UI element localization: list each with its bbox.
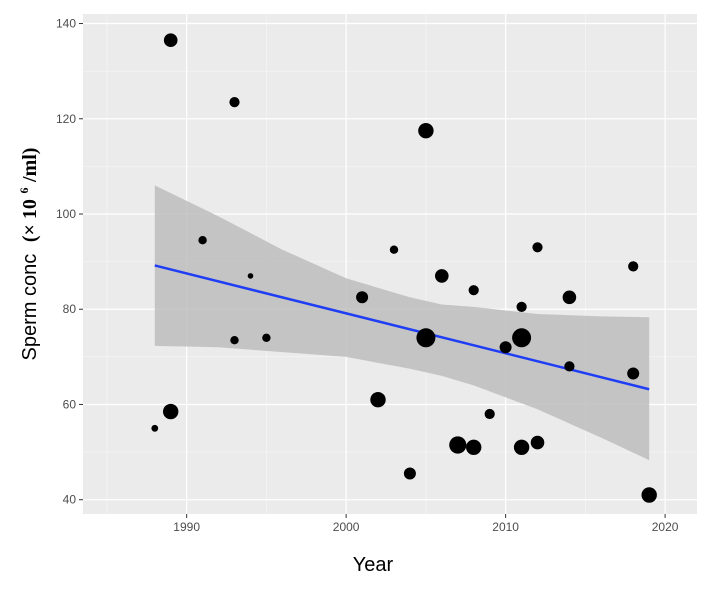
x-tick-label: 2010 [492,520,519,534]
data-point [247,273,254,279]
data-point [641,487,657,503]
data-point [418,123,434,139]
y-axis-title-exponent: 6 [17,188,31,194]
y-tick-label: 40 [63,493,77,507]
data-point [198,236,207,245]
data-point [627,367,640,380]
data-point [230,336,239,345]
y-axis-title-unit: (× 10 [19,199,41,242]
data-point [513,439,530,455]
data-point [484,408,495,420]
data-point [370,392,386,408]
y-tick-label: 120 [56,112,76,126]
data-point [389,245,399,254]
data-point [532,242,543,253]
confidence-band [154,185,650,461]
data-point [449,436,467,454]
y-tick-label: 60 [63,397,77,411]
data-point [416,328,436,348]
y-axis-title-suffix: /ml) [19,148,41,183]
data-point [163,403,179,420]
x-tick-label: 2000 [333,520,360,534]
y-tick-label: 140 [56,17,76,31]
x-axis-title: Year [353,554,394,576]
data-point [516,301,527,312]
data-point [562,290,577,305]
data-point [229,97,240,108]
data-point [403,467,416,480]
data-point [435,269,449,283]
data-point [628,261,639,272]
data-point [468,285,479,296]
data-point [151,424,159,432]
y-axis-title: Sperm conc (× 10 6 /ml) [11,148,41,361]
y-tick-label: 80 [63,302,77,316]
data-points [151,33,657,503]
data-point [530,435,545,450]
data-point [163,33,178,47]
x-axis: 1990 2000 2010 2020 [173,514,679,534]
data-point [512,328,532,348]
data-point [564,361,575,372]
data-point [356,291,369,304]
y-tick-label: 100 [56,207,76,221]
data-point [262,333,271,342]
y-axis: 40 60 80 100 120 140 [56,17,83,507]
data-point [466,439,482,455]
data-point [499,341,512,354]
x-tick-label: 2020 [652,520,679,534]
x-tick-label: 1990 [173,520,200,534]
y-axis-title-prefix: Sperm conc [19,254,41,361]
